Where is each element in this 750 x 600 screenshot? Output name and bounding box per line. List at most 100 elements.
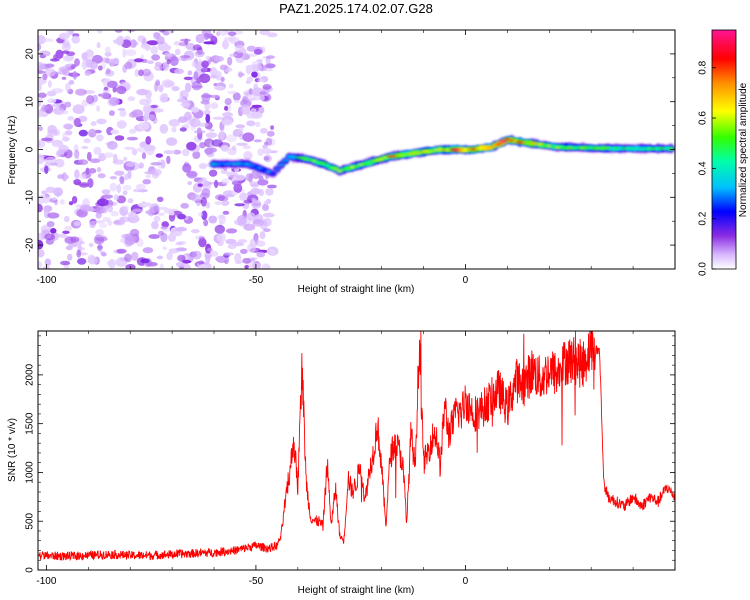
noise-blob [211,139,223,147]
noise-blob [244,92,250,96]
noise-blob [129,39,137,48]
y-tick-label: 2000 [25,363,36,386]
noise-blob [249,181,259,187]
noise-blob [232,92,241,101]
y-tick-label: 0 [25,146,36,152]
noise-blob [251,104,262,108]
noise-blob [237,239,248,243]
noise-blob [185,42,196,50]
noise-blob [104,86,108,91]
noise-blob [83,138,91,144]
y-tick-label: 1000 [25,461,36,484]
noise-blob [197,212,203,217]
noise-blob [116,184,122,194]
noise-blob [196,77,201,84]
noise-blob [146,261,158,267]
noise-blob [182,163,192,173]
noise-blob [175,261,185,268]
noise-blob [214,224,226,234]
noise-blob [262,144,268,149]
noise-blob [259,231,266,240]
noise-blob [137,189,148,193]
noise-blob [109,176,118,180]
noise-blob [151,168,162,176]
noise-blob [125,161,135,167]
noise-blob [210,35,217,41]
noise-blob [222,210,230,215]
noise-blob [58,144,69,153]
noise-blob [96,105,101,112]
noise-blob [193,71,199,80]
noise-blob [256,59,264,63]
noise-blob [73,221,81,227]
noise-blob [55,150,62,158]
ridge-cell [335,169,344,173]
noise-blob [126,30,136,33]
noise-blob [124,253,132,263]
noise-blob [122,48,127,58]
noise-blob [89,61,98,70]
noise-blob [238,127,245,132]
noise-blob [150,162,162,166]
noise-blob [172,149,182,155]
noise-blob [181,57,188,62]
noise-blob [41,137,53,142]
noise-blob [191,61,196,68]
spectrogram-x-axis-label: Height of straight line (km) [298,284,415,295]
noise-blob [205,254,211,264]
noise-blob [59,199,65,205]
noise-blob [145,209,155,215]
noise-blob [163,80,175,87]
noise-blob [68,201,74,206]
noise-blob [250,258,256,262]
noise-blob [270,249,276,255]
noise-blob [38,92,47,99]
noise-blob [43,206,51,213]
noise-blob [135,183,146,190]
noise-blob [39,50,51,57]
noise-blob [261,203,270,212]
noise-blob [89,158,101,163]
noise-blob [71,35,80,44]
noise-blob [243,151,253,160]
noise-blob [106,140,118,150]
noise-blob [161,221,169,228]
noise-blob [50,104,61,108]
noise-blob [201,60,210,68]
noise-blob [141,152,147,160]
noise-blob [253,139,262,143]
noise-blob [242,132,255,142]
noise-blob [58,66,71,73]
spectrogram-noise [38,30,279,269]
noise-blob [223,252,234,256]
noise-blob [47,212,60,219]
noise-blob [38,126,43,132]
colorbar-gradient [711,29,737,270]
noise-blob [138,69,144,77]
noise-blob [99,223,107,229]
colorbar-tick-label: 0.0 [698,262,709,276]
noise-blob [91,54,103,64]
noise-blob [74,149,80,159]
noise-blob [230,37,240,43]
noise-blob [240,104,252,115]
noise-blob [107,220,113,226]
noise-blob [62,230,70,234]
noise-blob [38,203,43,213]
spectrogram-ridge [209,135,675,178]
noise-blob [61,41,71,52]
noise-blob [203,180,210,188]
noise-blob [243,199,253,204]
noise-blob [196,202,201,207]
ridge-cell [311,159,319,163]
noise-blob [195,33,205,44]
noise-blob [52,196,57,201]
noise-blob [180,55,191,59]
noise-blob [63,174,69,180]
noise-blob [205,132,218,139]
colorbar: 0.0 0.2 0.4 0.6 0.8 Normalized spectral ampl… [698,29,749,276]
noise-blob [265,63,276,69]
noise-blob [225,228,238,234]
noise-blob [67,253,73,261]
noise-blob [185,171,197,177]
